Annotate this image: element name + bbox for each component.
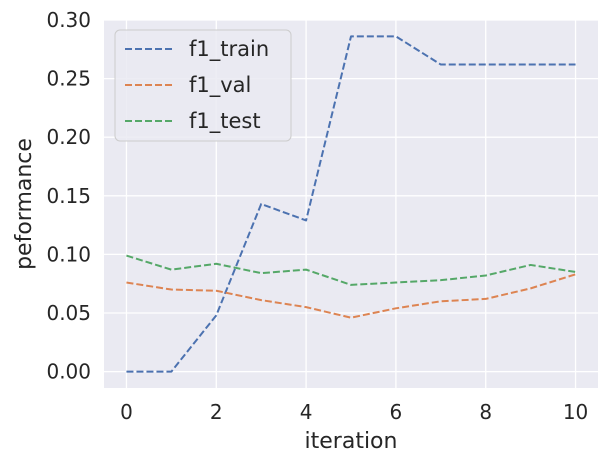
y-tick-label: 0.10 [46,242,91,266]
grid-lines [104,19,598,388]
series-line-f1_val [126,273,576,319]
series-line-f1_train [126,35,576,373]
legend-label-f1_val: f1_val [189,73,251,98]
y-tick-label: 0.25 [46,67,91,91]
x-tick-label: 4 [300,400,313,424]
legend: f1_train f1_val f1_test [114,29,292,142]
x-tick-label: 0 [120,400,133,424]
x-tick-label: 10 [563,400,588,424]
y-axis-label: peformance [12,138,37,270]
series-line-f1_test [126,254,576,286]
x-tick-label: 2 [210,400,223,424]
x-tick-label: 8 [479,400,492,424]
x-tick-label: 6 [390,400,403,424]
y-tick-label: 0.05 [46,301,91,325]
series-lines [126,35,576,373]
y-tick-labels: 0.00 0.05 0.10 0.15 0.20 0.25 0.30 [46,8,91,384]
legend-label-f1_test: f1_test [189,109,261,134]
y-tick-label: 0.00 [46,360,91,384]
x-axis-label: iteration [305,429,398,454]
legend-box [114,29,292,142]
y-tick-label: 0.15 [46,184,91,208]
legend-label-f1_train: f1_train [189,37,269,62]
y-tick-label: 0.20 [46,125,91,149]
y-tick-label: 0.30 [46,8,91,32]
x-tick-labels: 0 2 4 6 8 10 [120,400,588,424]
